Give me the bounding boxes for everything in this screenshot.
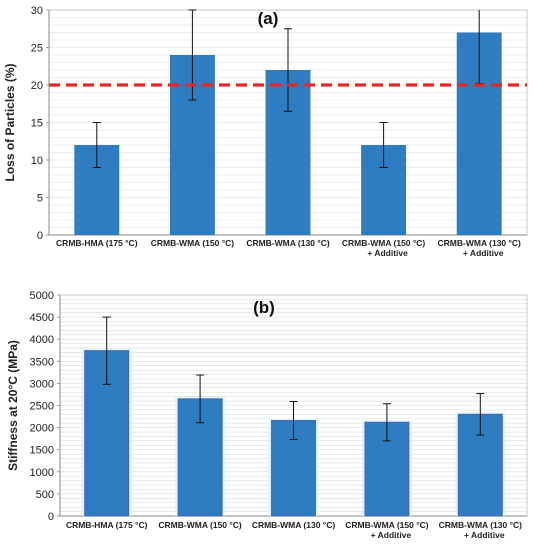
x-tick-label: CRMB-WMA (130 °C) [439, 520, 523, 530]
y-tick-label: 4500 [30, 312, 54, 324]
y-tick-label: 3500 [30, 356, 54, 368]
x-tick-label: + Additive [367, 248, 408, 258]
x-tick-label: CRMB-WMA (130 °C) [252, 520, 336, 530]
chart-title: (a) [258, 9, 279, 28]
y-tick-label: 1500 [30, 445, 54, 457]
x-tick-label: CRMB-HMA (175 °C) [56, 238, 138, 248]
y-tick-label: 4000 [30, 334, 54, 346]
y-tick-label: 2500 [30, 401, 54, 413]
x-tick-label: CRMB-WMA (130 °C) [246, 238, 330, 248]
y-tick-label: 5000 [30, 290, 54, 302]
y-tick-label: 3000 [30, 378, 54, 390]
y-tick-label: 0 [48, 511, 54, 523]
y-tick-label: 5 [37, 193, 43, 205]
y-tick-label: 15 [31, 118, 43, 130]
x-tick-label: + Additive [463, 248, 504, 258]
y-tick-label: 20 [31, 80, 43, 92]
y-axis-label: Loss of Particles (%) [3, 63, 17, 181]
y-tick-label: 10 [31, 155, 43, 167]
x-tick-label: CRMB-WMA (130 °C) [438, 238, 522, 248]
bar [271, 420, 316, 517]
x-tick-label: CRMB-WMA (150 °C) [151, 238, 235, 248]
x-tick-label: + Additive [371, 530, 412, 540]
y-tick-label: 2000 [30, 423, 54, 435]
chart-panel-a: 0 5 10 15 20 25 30 CRMB-HMA (175 °C) CRMB-WMA (1… [3, 5, 528, 258]
x-tick-label: CRMB-HMA (175 °C) [66, 520, 148, 530]
x-tick-label: + Additive [464, 530, 505, 540]
y-axis-label: Stiffness at 20°C (MPa) [6, 340, 20, 471]
x-tick-label: CRMB-WMA (150 °C) [158, 520, 242, 530]
y-tick-label: 500 [36, 489, 54, 501]
chart-title: (b) [253, 298, 275, 317]
x-tick-label: CRMB-WMA (150 °C) [345, 520, 429, 530]
y-tick-label: 25 [31, 43, 43, 55]
x-tick-label: CRMB-WMA (150 °C) [342, 238, 426, 248]
chart-panel-b: 0 500 1000 1500 2000 2500 3000 3500 4000 4500 5000… [6, 290, 528, 540]
y-tick-label: 30 [31, 5, 43, 17]
y-tick-label: 1000 [30, 467, 54, 479]
y-tick-label: 0 [37, 230, 43, 242]
